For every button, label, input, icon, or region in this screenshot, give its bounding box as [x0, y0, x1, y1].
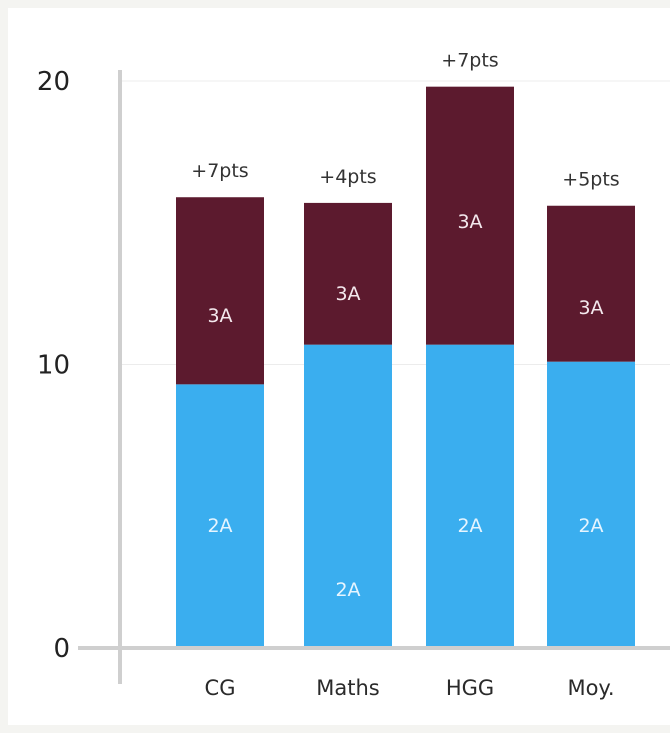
bar-2A-Maths	[304, 344, 392, 648]
delta-annotation-Moy.: +5pts	[562, 169, 619, 191]
chart-card: 0 10 20 CG Maths HGG Moy. 2A 3A 2A 3A 2A 3A 2A 3A +7pts…	[8, 8, 670, 725]
bar-3A-Maths	[304, 202, 392, 345]
bar-2A-CG	[176, 384, 264, 648]
bar-3A-Moy.	[547, 205, 635, 362]
bar-3A-CG	[176, 197, 264, 385]
delta-annotation-CG: +7pts	[191, 160, 248, 182]
segment-label-3A-Maths: 3A	[335, 283, 360, 305]
segment-label-2A-CG: 2A	[207, 515, 232, 537]
y-tick-label-10: 10	[37, 351, 70, 381]
stacked-bar-chart: 0 10 20 CG Maths HGG Moy. 2A 3A 2A 3A 2A 3A 2A 3A +7pts…	[37, 50, 670, 700]
delta-annotation-HGG: +7pts	[441, 50, 498, 72]
segment-label-3A-Moy.: 3A	[578, 297, 603, 319]
bar-2A-Moy.	[547, 361, 635, 648]
segment-label-3A-CG: 3A	[207, 305, 232, 327]
y-tick-label-20: 20	[37, 67, 70, 97]
axes	[78, 70, 670, 684]
segment-label-2A-Maths: 2A	[335, 579, 360, 601]
y-tick-label-0: 0	[53, 634, 70, 664]
x-tick-label-Moy.: Moy.	[567, 676, 614, 700]
bar-2A-HGG	[426, 344, 514, 648]
bars	[176, 86, 635, 648]
segment-label-2A-HGG: 2A	[457, 515, 482, 537]
segment-label-3A-HGG: 3A	[457, 211, 482, 233]
bar-3A-HGG	[426, 86, 514, 345]
delta-annotation-Maths: +4pts	[319, 166, 376, 188]
x-tick-label-CG: CG	[205, 676, 236, 700]
labels: 0 10 20 CG Maths HGG Moy. 2A 3A 2A 3A 2A 3A 2A 3A +7pts…	[37, 50, 620, 700]
segment-label-2A-Moy.: 2A	[578, 515, 603, 537]
x-tick-label-HGG: HGG	[446, 676, 494, 700]
x-tick-label-Maths: Maths	[316, 676, 379, 700]
